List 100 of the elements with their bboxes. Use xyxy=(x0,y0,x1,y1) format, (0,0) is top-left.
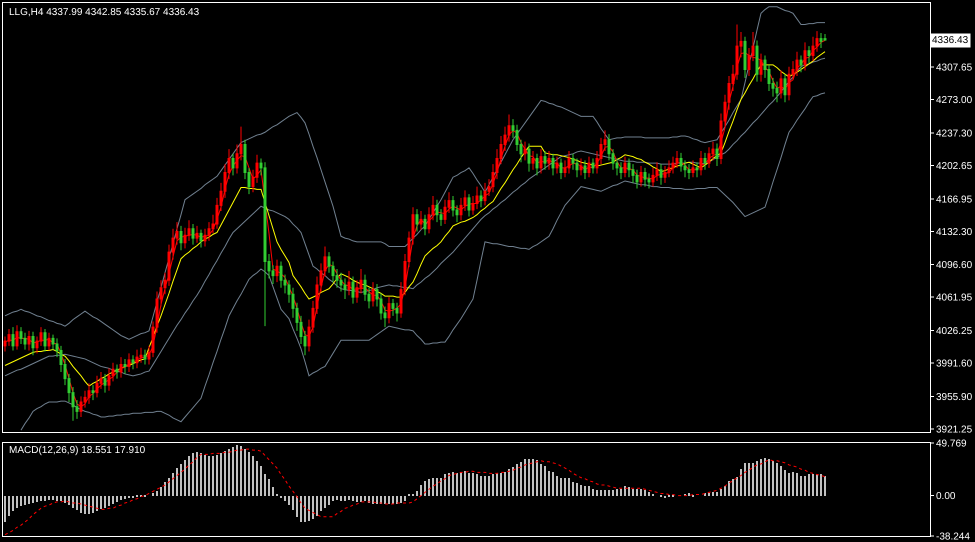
candlestick xyxy=(88,382,90,404)
candlestick xyxy=(640,165,642,188)
bar xyxy=(580,485,582,496)
bar xyxy=(804,476,806,496)
candlestick xyxy=(716,143,718,166)
bar xyxy=(620,489,622,496)
candlestick xyxy=(584,160,586,180)
candlestick xyxy=(700,150,702,176)
bar xyxy=(740,469,742,496)
candlestick xyxy=(620,162,622,180)
candlestick xyxy=(820,32,822,48)
candlestick xyxy=(560,158,562,180)
bar xyxy=(472,473,474,496)
bar xyxy=(384,496,386,504)
bar xyxy=(24,496,26,505)
bar xyxy=(752,463,754,496)
candlestick xyxy=(124,358,126,374)
bar xyxy=(504,472,506,496)
candlestick xyxy=(756,40,758,82)
candlestick xyxy=(576,158,578,178)
y-tick-label: 4307.65 xyxy=(936,62,973,74)
y-tick-label: 3921.25 xyxy=(936,424,973,436)
bar xyxy=(548,471,550,496)
bar xyxy=(316,496,318,516)
bar xyxy=(64,496,66,503)
bar xyxy=(728,481,730,496)
candlestick xyxy=(92,384,94,401)
bar xyxy=(348,496,350,500)
bar xyxy=(232,447,234,496)
bar xyxy=(124,496,126,499)
candlestick xyxy=(544,150,546,170)
candlestick xyxy=(436,199,438,223)
candlestick xyxy=(192,224,194,246)
bar xyxy=(616,489,618,496)
bar xyxy=(48,496,50,500)
bar xyxy=(188,456,190,496)
bar xyxy=(344,496,346,501)
bar xyxy=(452,472,454,496)
bar xyxy=(80,496,82,513)
y-tick-label: 3991.60 xyxy=(936,358,973,370)
bar xyxy=(112,496,114,504)
bar xyxy=(712,492,714,496)
bar xyxy=(284,496,286,501)
bar xyxy=(644,490,646,496)
y-tick-label: 4273.00 xyxy=(936,94,973,106)
bar xyxy=(544,466,546,496)
bar xyxy=(488,476,490,496)
bar xyxy=(648,492,650,496)
bar xyxy=(724,486,726,496)
bar xyxy=(72,496,74,508)
candlestick xyxy=(536,153,538,176)
bar xyxy=(252,456,254,496)
candlestick xyxy=(784,74,786,103)
candlestick xyxy=(484,182,486,206)
candlestick xyxy=(692,160,694,178)
bar xyxy=(92,496,94,513)
y-tick-label: 49.769 xyxy=(936,438,968,450)
candlestick xyxy=(776,81,778,103)
bar xyxy=(564,478,566,496)
candlestick xyxy=(800,54,802,73)
candlestick xyxy=(388,296,390,324)
y-tick-label: 4096.60 xyxy=(936,260,973,272)
bar xyxy=(808,474,810,496)
bar xyxy=(200,453,202,496)
bar xyxy=(260,466,262,496)
bar xyxy=(524,459,526,496)
bar xyxy=(120,496,122,500)
bar xyxy=(172,473,174,496)
bar xyxy=(492,474,494,496)
bar xyxy=(508,469,510,496)
bar xyxy=(628,487,630,496)
bar xyxy=(248,452,250,496)
chart-title: MACD(12,26,9) 18.551 17.910 xyxy=(9,445,146,456)
bar xyxy=(812,474,814,496)
bar xyxy=(748,463,750,496)
candlestick xyxy=(760,53,762,82)
y-tick-label: 4026.25 xyxy=(936,326,973,338)
candlestick xyxy=(200,229,202,248)
bar xyxy=(244,449,246,496)
bar xyxy=(448,473,450,496)
bar xyxy=(352,496,354,501)
bar xyxy=(588,486,590,496)
bar xyxy=(772,461,774,496)
candlestick xyxy=(136,349,138,369)
bar xyxy=(68,496,70,505)
bar xyxy=(716,492,718,496)
bar xyxy=(604,490,606,496)
bar xyxy=(364,496,366,501)
bar xyxy=(636,489,638,496)
bar xyxy=(156,491,158,496)
candlestick xyxy=(116,364,118,380)
candlestick xyxy=(104,373,106,394)
bar xyxy=(336,496,338,500)
bar xyxy=(460,472,462,496)
bar xyxy=(592,489,594,496)
bar xyxy=(304,496,306,522)
bar xyxy=(44,496,46,501)
bar xyxy=(456,473,458,496)
bar xyxy=(204,455,206,496)
candlestick xyxy=(580,158,582,176)
